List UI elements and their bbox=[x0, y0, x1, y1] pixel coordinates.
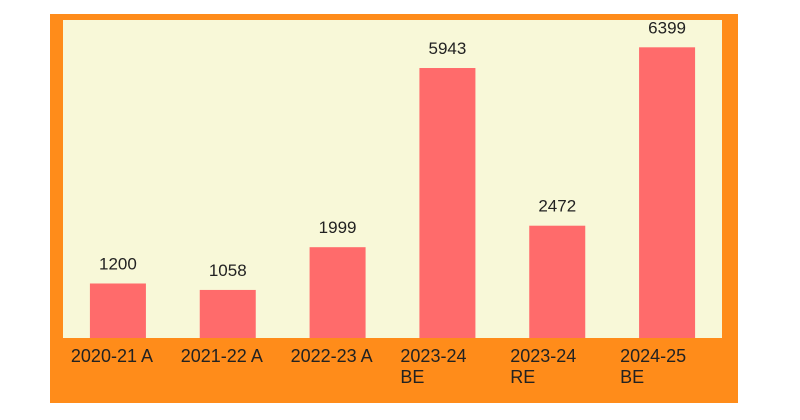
value-label: 6399 bbox=[648, 18, 686, 37]
bar bbox=[309, 247, 366, 338]
x-tick-label: 2020-21 A bbox=[70, 346, 153, 366]
value-label: 5943 bbox=[429, 39, 467, 58]
x-tick-label: 2021-22 A bbox=[180, 346, 263, 366]
x-tick-label: 2022-23 A bbox=[290, 346, 373, 366]
x-tick-label: 2023-24 RE bbox=[510, 346, 577, 387]
bar bbox=[639, 47, 696, 338]
value-label: 1058 bbox=[209, 261, 247, 280]
value-label: 1999 bbox=[319, 218, 357, 237]
x-tick-label: 2023-24 BE bbox=[400, 346, 467, 387]
bar bbox=[529, 225, 586, 338]
bar bbox=[419, 68, 476, 338]
x-tick-label: 2024-25 BE bbox=[620, 346, 687, 387]
bar bbox=[89, 283, 146, 338]
plot-area bbox=[63, 20, 722, 338]
bar bbox=[199, 289, 256, 338]
value-label: 2472 bbox=[538, 197, 576, 216]
value-label: 1200 bbox=[99, 254, 137, 273]
